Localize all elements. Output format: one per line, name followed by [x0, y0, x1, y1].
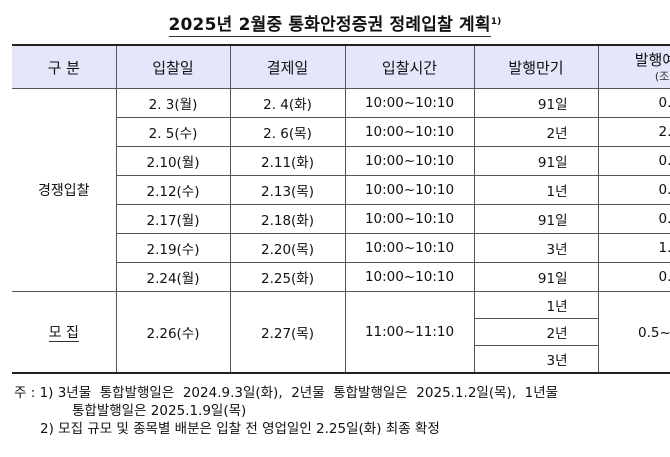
competitive-label: 경쟁입찰 [12, 88, 117, 292]
header-amount-unit: (조원) [654, 69, 670, 83]
amount: 2.0 [597, 117, 670, 147]
bid-time: 10:00~10:10 [344, 175, 475, 205]
offering-amount-value: 0.5~0.6 [638, 324, 670, 341]
table-row: 2. 5(수) 2. 6(목) 10:00~10:10 2년 2.0 [12, 117, 670, 147]
offering-maturity: 2년 [473, 318, 599, 346]
header-settle-date: 결제일 [229, 45, 346, 89]
page-title: 2025년 2월중 통화안정증권 정례입찰 계획1) [0, 10, 670, 37]
offering-amount: 0.5~0.62) [597, 291, 670, 374]
header-maturity: 발행만기 [473, 45, 599, 89]
bid-time: 10:00~10:10 [344, 117, 475, 147]
note-2-text: 모집 규모 및 종목별 배분은 입찰 전 영업일인 2.25일(화) 최종 확정 [58, 421, 440, 437]
offering-settle-date: 2.27(목) [229, 291, 346, 374]
settle-date: 2.11(화) [229, 146, 346, 176]
offering-maturity: 1년 [473, 291, 599, 319]
bid-time: 10:00~10:10 [344, 233, 475, 263]
offering-bid-time: 11:00~11:10 [344, 291, 475, 374]
maturity: 91일 [473, 204, 599, 234]
header-bid-date: 입찰일 [115, 45, 231, 89]
note-prefix: 주 : [14, 385, 36, 401]
table-header-row: 구 분 입찰일 결제일 입찰시간 발행만기 발행예정액 (조원) [12, 45, 670, 89]
amount: 0.5 [597, 146, 670, 176]
offering-row: 3년 [12, 345, 670, 374]
bid-date: 2. 5(수) [115, 117, 231, 147]
bid-time: 10:00~10:10 [344, 88, 475, 118]
header-amount-label: 발행예정액 [634, 50, 670, 69]
settle-date: 2. 6(목) [229, 117, 346, 147]
settle-date: 2.18(화) [229, 204, 346, 234]
bid-date: 2.12(수) [115, 175, 231, 205]
bid-date: 2.10(월) [115, 146, 231, 176]
maturity: 91일 [473, 146, 599, 176]
settle-date: 2.20(목) [229, 233, 346, 263]
maturity: 91일 [473, 88, 599, 118]
bid-date: 2. 3(월) [115, 88, 231, 118]
bid-date: 2.17(월) [115, 204, 231, 234]
settle-date: 2. 4(화) [229, 88, 346, 118]
settle-date: 2.25(화) [229, 262, 346, 292]
amount: 0.5 [597, 88, 670, 118]
header-bid-time: 입찰시간 [344, 45, 475, 89]
bid-date: 2.24(월) [115, 262, 231, 292]
amount: 0.5 [597, 175, 670, 205]
bid-time: 10:00~10:10 [344, 262, 475, 292]
header-category: 구 분 [12, 45, 117, 89]
note-1-number: 1) [39, 385, 54, 401]
amount: 0.5 [597, 262, 670, 292]
title-text: 2025년 2월중 통화안정증권 정례입찰 계획 [168, 15, 491, 37]
note-1: 주 : 1) 3년물 통합발행일은 2024.9.3일(화), 2년물 통합발행… [14, 384, 664, 402]
table-row: 2.12(수) 2.13(목) 10:00~10:10 1년 0.5 [12, 175, 670, 205]
note-2: 2) 모집 규모 및 종목별 배분은 입찰 전 영업일인 2.25일(화) 최종… [14, 420, 664, 438]
table-row: 2.24(월) 2.25(화) 10:00~10:10 91일 0.5 [12, 262, 670, 292]
bid-time: 10:00~10:10 [344, 204, 475, 234]
note-1-text: 3년물 통합발행일은 2024.9.3일(화), 2년물 통합발행일은 2025… [57, 385, 559, 401]
offering-bid-date: 2.26(수) [115, 291, 231, 374]
offering-label-text: 모 집 [48, 325, 79, 342]
maturity: 2년 [473, 117, 599, 147]
table-row: 경쟁입찰 2. 3(월) 2. 4(화) 10:00~10:10 91일 0.5 [12, 88, 670, 292]
maturity: 1년 [473, 175, 599, 205]
offering-label: 모 집 [12, 291, 117, 374]
table-row: 2.19(수) 2.20(목) 10:00~10:10 3년 1.0 [12, 233, 670, 263]
amount: 0.5 [597, 204, 670, 234]
table-row: 2.17(월) 2.18(화) 10:00~10:10 91일 0.5 [12, 204, 670, 234]
amount: 1.0 [597, 233, 670, 263]
header-amount: 발행예정액 (조원) [597, 45, 670, 89]
offering-maturity: 3년 [473, 345, 599, 374]
offering-row: 2년 [12, 318, 670, 346]
title-footnote: 1) [490, 17, 502, 27]
note-1-continued: 통합발행일은 2025.1.9일(목) [72, 403, 247, 419]
settle-date: 2.13(목) [229, 175, 346, 205]
bid-time: 10:00~10:10 [344, 146, 475, 176]
note-2-number: 2) [40, 421, 54, 437]
maturity: 3년 [473, 233, 599, 263]
bid-date: 2.19(수) [115, 233, 231, 263]
offering-row: 모 집 2.26(수) 2.27(목) 11:00~11:10 1년 0.5~0… [12, 291, 670, 374]
bid-plan-table: 구 분 입찰일 결제일 입찰시간 발행만기 발행예정액 (조원) 경쟁입찰 2.… [12, 44, 670, 374]
footnotes: 주 : 1) 3년물 통합발행일은 2024.9.3일(화), 2년물 통합발행… [14, 384, 664, 438]
table-row: 2.10(월) 2.11(화) 10:00~10:10 91일 0.5 [12, 146, 670, 176]
maturity: 91일 [473, 262, 599, 292]
